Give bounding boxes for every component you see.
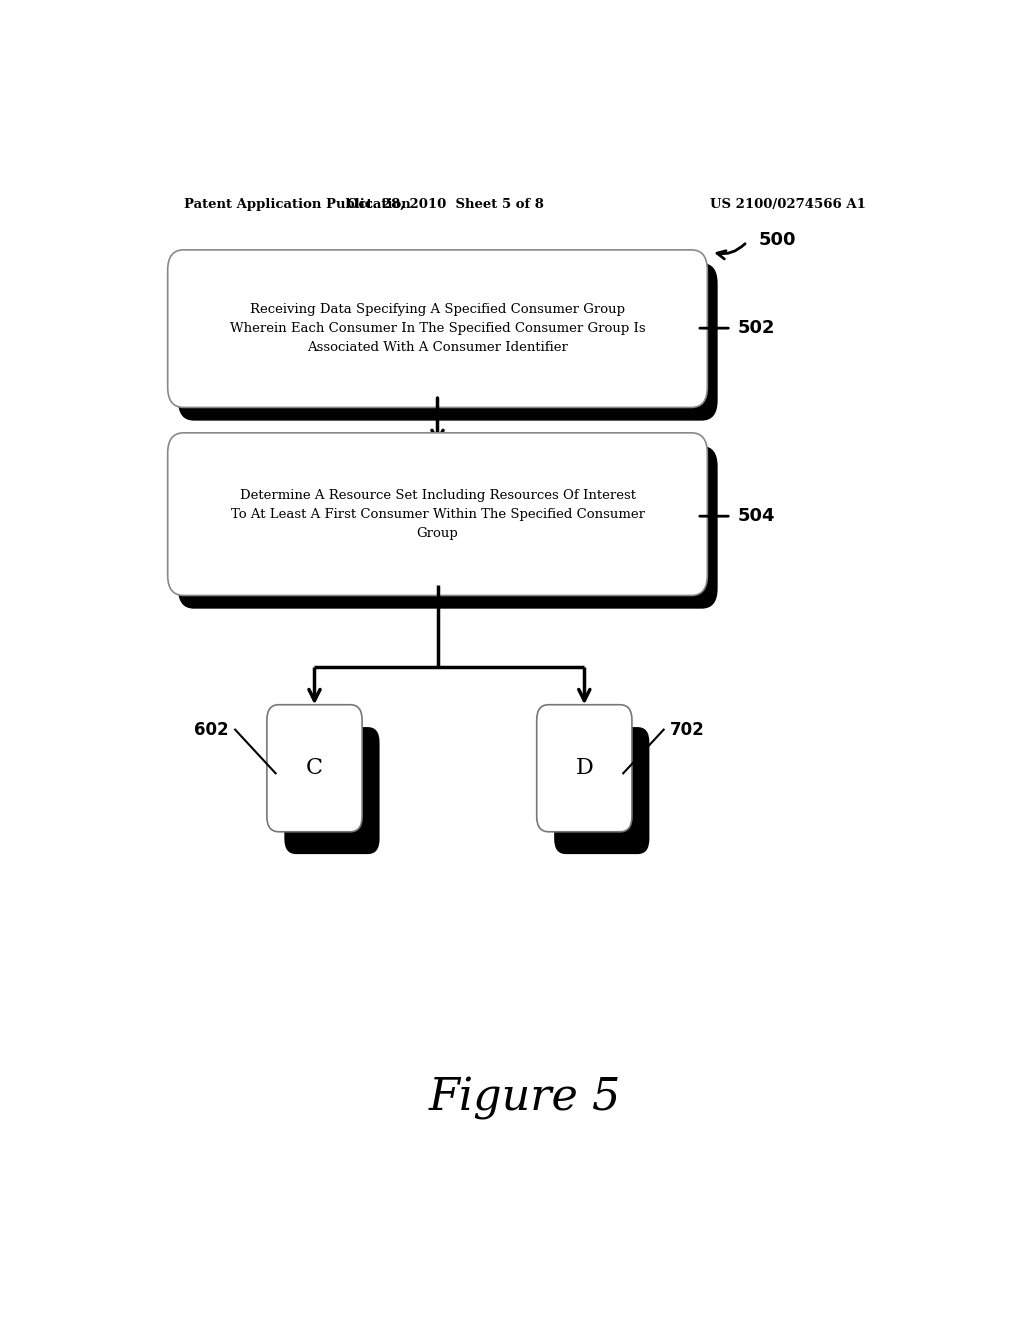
Text: Figure 5: Figure 5 bbox=[429, 1077, 621, 1121]
FancyBboxPatch shape bbox=[168, 249, 708, 408]
FancyBboxPatch shape bbox=[537, 705, 632, 832]
FancyBboxPatch shape bbox=[554, 727, 649, 854]
FancyBboxPatch shape bbox=[168, 433, 708, 595]
Text: 602: 602 bbox=[195, 721, 228, 739]
Text: Receiving Data Specifying A Specified Consumer Group
Wherein Each Consumer In Th: Receiving Data Specifying A Specified Co… bbox=[229, 304, 645, 354]
Text: 500: 500 bbox=[759, 231, 797, 248]
Text: Patent Application Publication: Patent Application Publication bbox=[183, 198, 411, 211]
Text: 502: 502 bbox=[737, 319, 775, 337]
Text: C: C bbox=[306, 758, 323, 779]
Text: D: D bbox=[575, 758, 593, 779]
FancyBboxPatch shape bbox=[285, 727, 380, 854]
Text: 504: 504 bbox=[737, 507, 775, 525]
Text: Oct. 28, 2010  Sheet 5 of 8: Oct. 28, 2010 Sheet 5 of 8 bbox=[347, 198, 544, 211]
Text: Determine A Resource Set Including Resources Of Interest
To At Least A First Con: Determine A Resource Set Including Resou… bbox=[230, 488, 644, 540]
FancyBboxPatch shape bbox=[178, 446, 718, 609]
FancyBboxPatch shape bbox=[178, 263, 718, 421]
FancyBboxPatch shape bbox=[267, 705, 362, 832]
Text: 702: 702 bbox=[670, 721, 705, 739]
Text: US 2100/0274566 A1: US 2100/0274566 A1 bbox=[711, 198, 866, 211]
